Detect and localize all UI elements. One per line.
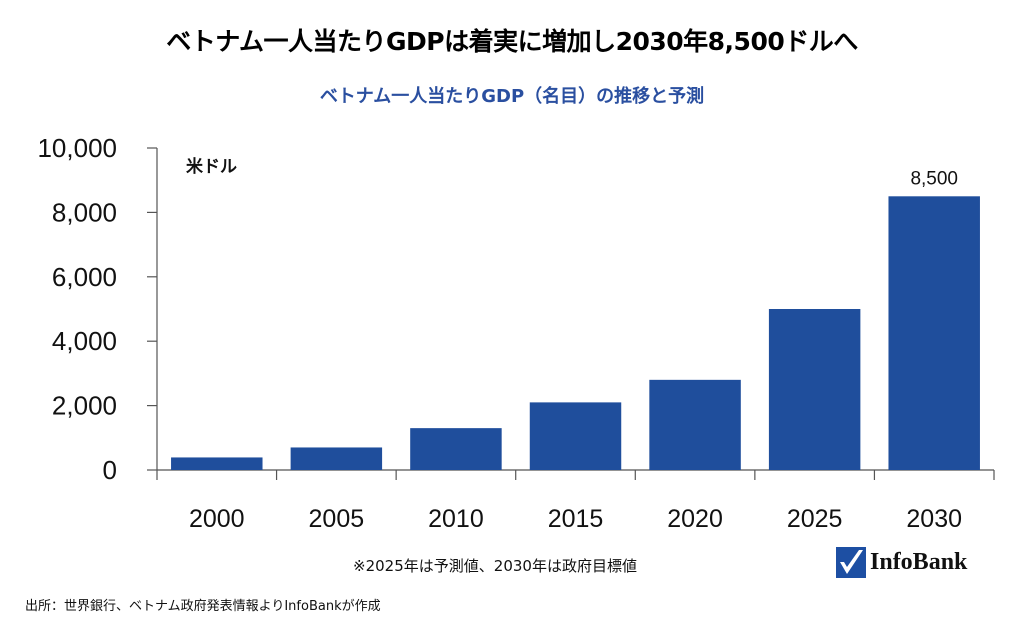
x-tick-label: 2000 bbox=[189, 505, 245, 533]
chart-headline: ベトナム一人当たりGDPは着実に増加し2030年8,500ドルへ bbox=[166, 27, 858, 56]
checkmark-icon bbox=[836, 546, 866, 578]
y-tick-label: 4,000 bbox=[52, 326, 117, 356]
x-tick-label: 2015 bbox=[548, 505, 604, 533]
y-tick-label: 6,000 bbox=[52, 262, 117, 292]
chart-subtitle: ベトナム一人当たりGDP（名目）の推移と予測 bbox=[319, 86, 705, 107]
bar-2030 bbox=[888, 196, 980, 471]
bar-2000 bbox=[171, 457, 263, 470]
x-tick-label: 2005 bbox=[309, 505, 365, 533]
data-labels: 8,500 bbox=[910, 168, 958, 189]
bar-2025 bbox=[768, 309, 861, 470]
bar-2020 bbox=[649, 379, 741, 470]
source-note: 出所：世界銀行、ベトナム政府発表情報よりInfoBankが作成 bbox=[25, 599, 381, 614]
footnote: ※2025年は予測値、2030年は政府目標値 bbox=[353, 557, 637, 575]
x-tick-label: 2025 bbox=[787, 505, 843, 533]
x-tick-label: 2010 bbox=[428, 505, 484, 533]
infobank-logo: InfoBank bbox=[836, 546, 967, 578]
data-label-2030: 8,500 bbox=[910, 168, 958, 189]
bar-2005 bbox=[290, 447, 383, 470]
y-tick-label: 10,000 bbox=[37, 133, 117, 163]
y-tick-label: 8,000 bbox=[52, 197, 117, 227]
y-tick-label: 2,000 bbox=[52, 391, 117, 421]
logo-text: InfoBank bbox=[870, 548, 968, 575]
y-unit-label: 米ドル bbox=[186, 156, 237, 177]
x-axis: 2000 2005 2010 2015 2020 2025 2030 bbox=[156, 469, 995, 533]
bar-2010 bbox=[410, 428, 502, 470]
y-tick-label: 0 bbox=[103, 455, 117, 485]
bar-2015 bbox=[529, 402, 622, 470]
x-tick-label: 2030 bbox=[906, 505, 962, 533]
x-tick-label: 2020 bbox=[667, 505, 723, 533]
y-axis: 0 2,000 4,000 6,000 8,000 10,000 bbox=[37, 133, 158, 485]
bars bbox=[171, 196, 980, 471]
